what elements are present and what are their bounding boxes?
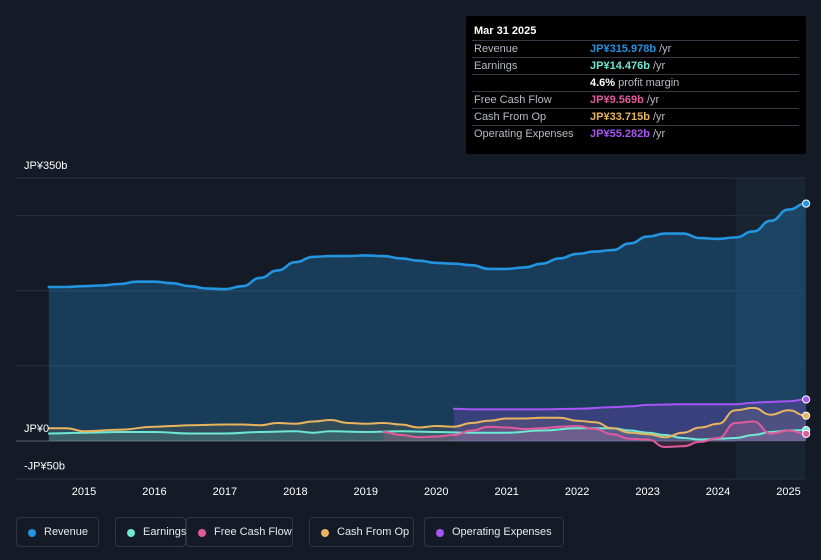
x-axis-label: 2018: [283, 486, 307, 498]
y-axis-label: JP¥0: [24, 423, 49, 435]
revenue-dot-icon: [28, 529, 36, 537]
tooltip-row: Earnings JP¥14.476b /yr: [472, 57, 799, 75]
earnings-dot-icon: [127, 529, 135, 537]
x-axis-labels: 2015 2016 2017 2018 2019 2020 2021 2022 2023 2024…: [72, 486, 801, 498]
legend-item-label: Operating Expenses: [452, 526, 552, 538]
cash-from-op-end-marker: [802, 411, 811, 420]
revenue-end-marker: [802, 199, 811, 208]
tooltip-row-value: JP¥315.978b /yr: [590, 43, 671, 55]
x-axis-label: 2022: [565, 486, 589, 498]
legend-item-label: Free Cash Flow: [214, 526, 292, 538]
y-axis-label: -JP¥50b: [24, 461, 65, 473]
legend-item-label: Revenue: [44, 526, 89, 538]
x-axis-label: 2016: [142, 486, 166, 498]
tooltip-value-unit: /yr: [649, 60, 666, 72]
tooltip-row-value: JP¥33.715b /yr: [590, 111, 665, 123]
data-tooltip: Mar 31 2025 Revenue JP¥315.978b /yr Earnin…: [466, 16, 806, 154]
x-axis-label: 2023: [635, 486, 659, 498]
revenue-line: [47, 202, 808, 291]
operating-expenses-end-marker: [802, 395, 811, 404]
tooltip-row: Free Cash Flow JP¥9.569b /yr: [472, 91, 799, 109]
tooltip-row-label: Earnings: [474, 60, 518, 72]
x-axis-label: 2015: [72, 486, 96, 498]
free-cash-flow-area: [383, 421, 807, 447]
legend-item-cash-from-op[interactable]: Cash From Op: [309, 517, 414, 547]
cash-from-op-dot-icon: [321, 529, 329, 537]
legend-item-earnings[interactable]: Earnings: [115, 517, 186, 547]
x-axis-label: 2017: [213, 486, 237, 498]
x-axis-label: 2019: [354, 486, 378, 498]
series-lines: [47, 202, 808, 448]
x-axis-label: 2020: [424, 486, 448, 498]
tooltip-value-unit: /yr: [656, 43, 672, 55]
tooltip-row-value: JP¥55.282b /yr: [590, 128, 665, 140]
tooltip-value-unit: /yr: [649, 111, 666, 123]
legend-item-free-cash-flow[interactable]: Free Cash Flow: [186, 517, 293, 547]
tooltip-value-amount: JP¥55.282b: [590, 128, 650, 140]
free-cash-flow-end-marker: [802, 429, 811, 438]
tooltip-row-value: JP¥9.569b /yr: [590, 94, 659, 106]
legend-item-operating-expenses[interactable]: Operating Expenses: [424, 517, 564, 547]
tooltip-value-unit: /yr: [643, 94, 660, 106]
tooltip-value-amount: JP¥9.569b: [590, 94, 644, 106]
tooltip-row-label: Cash From Op: [474, 111, 547, 123]
operating-expenses-line: [452, 398, 808, 411]
cash-from-op-line: [47, 406, 808, 439]
tooltip-value-amount: 4.6%: [590, 77, 616, 89]
earnings-area: [48, 428, 807, 441]
tooltip-row-label: Free Cash Flow: [474, 94, 552, 106]
tooltip-value-amount: JP¥33.715b: [590, 111, 650, 123]
tooltip-row: Operating Expenses JP¥55.282b /yr: [472, 125, 799, 143]
tooltip-row: Cash From Op JP¥33.715b /yr: [472, 108, 799, 126]
gridlines: [16, 177, 805, 480]
y-axis-labels: JP¥350b JP¥0 -JP¥50b: [24, 160, 67, 473]
tooltip-value-amount: JP¥14.476b: [590, 60, 650, 72]
free-cash-flow-line: [382, 420, 808, 448]
x-axis-label: 2021: [494, 486, 518, 498]
tooltip-date: Mar 31 2025: [474, 25, 537, 37]
tooltip-value-amount: JP¥315.978b: [590, 43, 657, 55]
legend-item-label: Cash From Op: [337, 526, 410, 538]
tooltip-row-value: 4.6% profit margin: [590, 77, 679, 89]
tooltip-row-label: Operating Expenses: [474, 128, 574, 140]
series-areas: [48, 203, 807, 447]
legend-item-label: Earnings: [143, 526, 187, 538]
tooltip-row-value: JP¥14.476b /yr: [590, 60, 665, 72]
tooltip-row: Revenue JP¥315.978b /yr: [472, 40, 799, 58]
x-axis-label: 2025: [776, 486, 800, 498]
revenue-area: [48, 203, 807, 441]
x-axis-label: 2024: [706, 486, 730, 498]
tooltip-row-label: Revenue: [474, 43, 519, 55]
forecast-highlight-band: [735, 178, 805, 479]
series-end-markers: [802, 199, 811, 438]
free-cash-flow-dot-icon: [198, 529, 206, 537]
legend-item-revenue[interactable]: Revenue: [16, 517, 99, 547]
y-axis-label: JP¥350b: [24, 160, 67, 172]
operating-expenses-dot-icon: [436, 529, 444, 537]
tooltip-value-unit: profit margin: [615, 77, 680, 89]
tooltip-row: 4.6% profit margin: [472, 74, 799, 92]
tooltip-value-unit: /yr: [649, 128, 666, 140]
